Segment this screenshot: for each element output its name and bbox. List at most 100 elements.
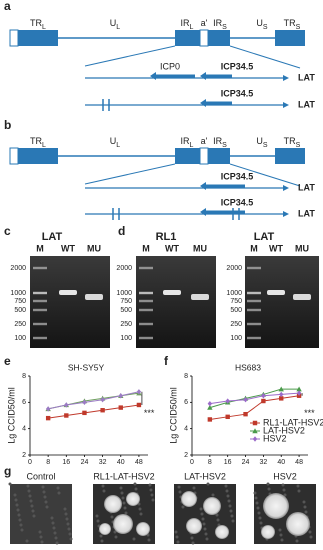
ladder-band <box>247 299 261 303</box>
genome-label-main: TR <box>284 136 296 146</box>
cell-texture <box>41 485 45 489</box>
lane-label: WT <box>165 243 179 253</box>
cell-texture <box>256 506 260 510</box>
genome-label-main: U <box>256 18 263 28</box>
genome-label-sub: S <box>296 24 301 31</box>
cell-texture <box>20 528 24 532</box>
genome-label: US <box>256 18 268 30</box>
genome-box <box>275 148 305 164</box>
genome-label-sub: S <box>222 142 227 149</box>
cell-texture <box>204 532 208 536</box>
ladder-label: 250 <box>230 321 242 328</box>
genome-label: IRL <box>181 18 194 30</box>
genome-label: IRL <box>181 136 194 148</box>
genome-label: TRS <box>284 18 301 30</box>
point <box>82 410 87 416</box>
genome-label: UL <box>110 18 121 30</box>
cell-texture <box>308 530 312 534</box>
transcript-label: ICP34.5 <box>221 171 254 181</box>
cell-texture <box>26 484 30 488</box>
ladder-label: 750 <box>14 298 26 305</box>
cell-texture <box>297 489 301 493</box>
gel-title: LAT <box>42 231 63 243</box>
cell-texture <box>215 513 219 517</box>
plaque <box>99 523 111 535</box>
wt-band <box>267 290 285 295</box>
ladder-label: 500 <box>230 307 242 314</box>
panel-label: c <box>4 224 11 238</box>
cell-texture <box>278 528 282 532</box>
ladder-band <box>247 308 261 312</box>
arrow-head <box>283 211 289 217</box>
point <box>118 393 123 399</box>
cell-texture <box>110 515 114 519</box>
cell-texture <box>201 517 205 521</box>
lane-label: MU <box>295 243 309 253</box>
expand-line <box>84 45 176 67</box>
genome-box <box>175 148 200 164</box>
point <box>45 406 51 412</box>
cell-texture <box>119 486 123 490</box>
point <box>207 417 213 422</box>
micrograph <box>10 484 72 544</box>
cell-texture <box>69 537 73 541</box>
genome-label-sub: L <box>190 142 194 149</box>
cell-texture <box>67 527 71 531</box>
plaque <box>113 514 133 534</box>
genome-label-main: U <box>110 18 117 28</box>
cell-texture <box>230 514 234 518</box>
expand-line <box>229 45 301 69</box>
chart-title: SH-SY5Y <box>68 362 105 372</box>
genome-label: a' <box>201 136 208 146</box>
x-tick-label: 32 <box>259 459 267 466</box>
cell-texture <box>57 491 61 495</box>
genome-box <box>199 29 209 47</box>
genome-label: TRL <box>30 136 46 148</box>
cell-texture <box>121 496 125 500</box>
cell-texture <box>304 510 308 514</box>
cell-texture <box>122 501 126 505</box>
wt-band <box>59 290 77 295</box>
x-tick-label: 32 <box>99 459 107 466</box>
point <box>100 397 105 403</box>
y-tick-label: 8 <box>22 373 26 380</box>
ladder-band <box>33 291 47 295</box>
transcript-label: LAT <box>298 72 315 82</box>
ladder-label: 2000 <box>116 265 132 272</box>
y-axis-label: Lg CCID50/ml <box>6 387 16 444</box>
cell-texture <box>42 490 46 494</box>
cell-texture <box>206 482 210 486</box>
cell-texture <box>123 506 127 510</box>
cell-texture <box>199 507 203 511</box>
genome-label-main: IR <box>213 18 223 28</box>
transcript-label: ICP34.5 <box>221 61 254 71</box>
cell-texture <box>51 521 55 525</box>
mu-band <box>293 294 311 300</box>
genome-label-main: TR <box>284 18 296 28</box>
x-tick-label: 16 <box>62 459 70 466</box>
cell-texture <box>16 508 20 512</box>
lane-label: M <box>250 243 258 253</box>
arrow-head <box>200 72 206 80</box>
cell-texture <box>38 530 42 534</box>
cell-texture <box>17 513 21 517</box>
point <box>243 411 248 417</box>
chart-title: HS683 <box>235 362 261 372</box>
ladder-band <box>139 266 153 270</box>
ladder-band <box>139 291 153 295</box>
cell-texture <box>281 483 285 487</box>
cell-texture <box>202 522 206 526</box>
point <box>261 393 266 399</box>
lane-label: M <box>142 243 150 253</box>
plaque <box>181 491 197 507</box>
cell-texture <box>229 509 233 513</box>
x-tick-label: 0 <box>190 459 194 466</box>
genome-label-main: a' <box>201 18 208 28</box>
genome-label-main: IR <box>213 136 223 146</box>
cell-texture <box>226 494 230 498</box>
cell-texture <box>191 541 195 545</box>
point <box>279 396 284 401</box>
y-tick-label: 2 <box>184 452 188 459</box>
cell-texture <box>113 530 117 534</box>
ladder-label: 1000 <box>10 290 26 297</box>
